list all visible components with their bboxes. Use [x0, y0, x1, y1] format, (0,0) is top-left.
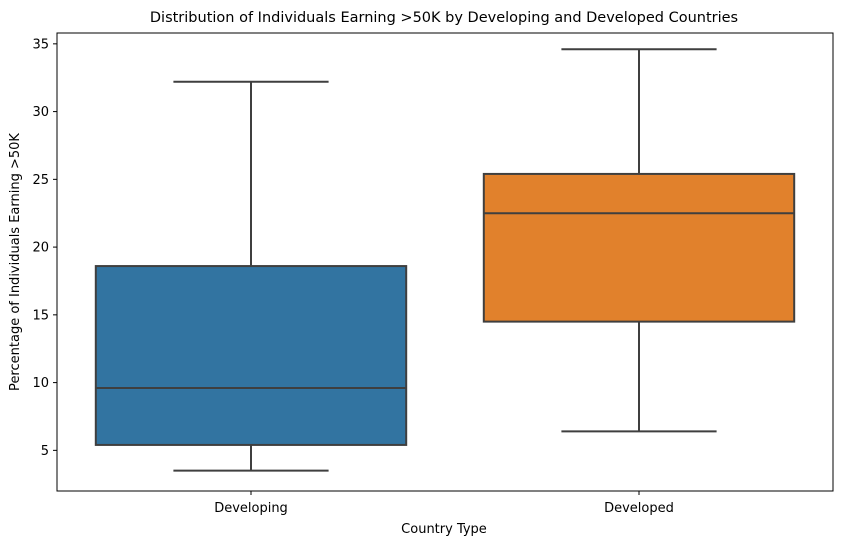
y-tick-label: 30 [32, 105, 49, 120]
iqr-box [482, 172, 796, 323]
y-axis-label: Percentage of Individuals Earning >50K [8, 133, 23, 391]
y-tick-label: 25 [32, 173, 49, 188]
box-series [94, 48, 796, 472]
y-tick-label: 15 [32, 308, 49, 323]
chart-title: Distribution of Individuals Earning >50K… [150, 10, 738, 26]
plot-area-frame [56, 32, 834, 492]
y-tick-label: 10 [32, 376, 49, 391]
x-axis-label: Country Type [401, 522, 487, 537]
y-tick-label: 5 [41, 444, 49, 459]
y-tick-label: 20 [32, 241, 49, 256]
iqr-box [94, 265, 408, 446]
box-developed [482, 48, 796, 433]
x-tick-label: Developed [604, 501, 674, 516]
box-developing [94, 80, 408, 472]
x-axis: Developing Developed [214, 491, 674, 516]
y-tick-label: 35 [32, 37, 49, 52]
y-axis: 5 10 15 20 25 30 35 [32, 37, 57, 459]
x-tick-label: Developing [214, 501, 288, 516]
